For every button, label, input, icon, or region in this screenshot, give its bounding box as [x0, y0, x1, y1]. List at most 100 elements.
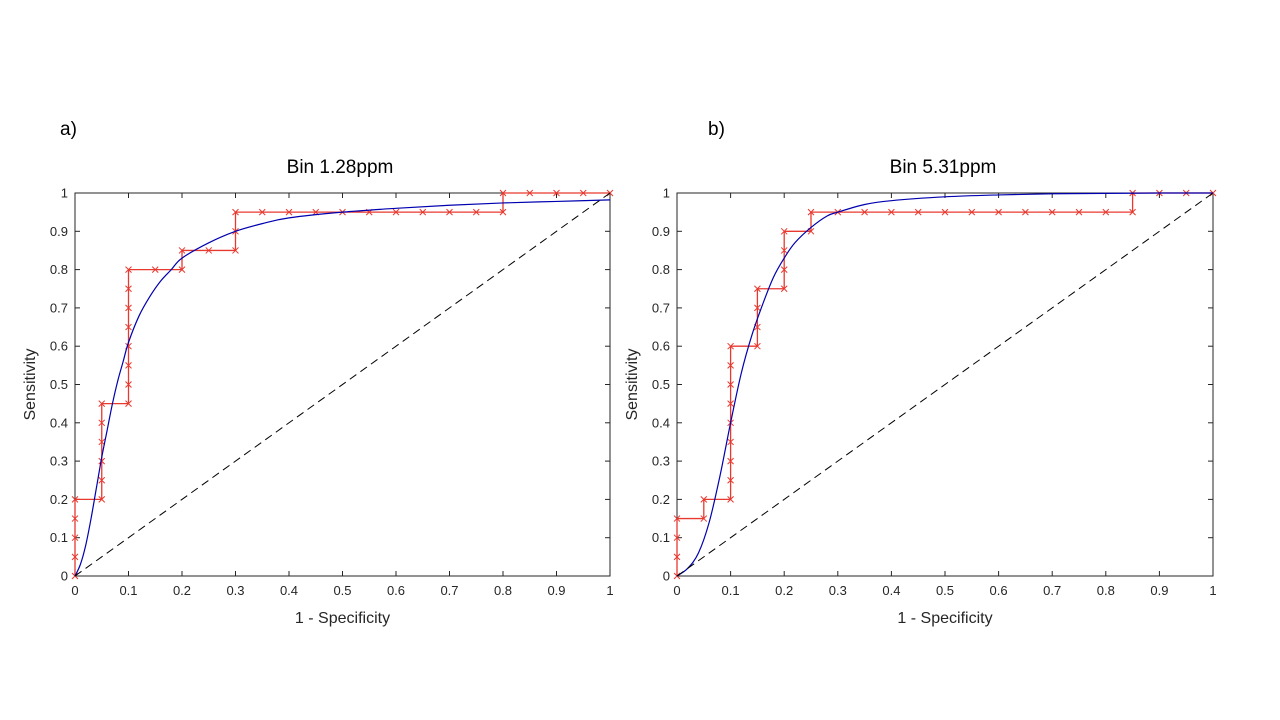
roc-point-marker [125, 285, 132, 293]
y-tick-label: 0.4 [50, 415, 68, 430]
x-tick-label: 1 [606, 583, 613, 598]
roc-point-marker [700, 515, 708, 522]
chart-1: 0 0.1 0.2 0.3 0.4 0.5 0.6 0.7 0.8 0.9 1 0 0.1 0.2 0.3 0… [624, 186, 1217, 628]
roc-point-marker [807, 208, 815, 216]
chance-line [74, 192, 611, 577]
x-tick-label: 0.1 [119, 583, 137, 598]
roc-point-marker [1129, 208, 1136, 216]
roc-point-marker [673, 553, 681, 561]
x-tick-label: 0.9 [1150, 583, 1168, 598]
y-tick-label: 1 [663, 186, 670, 201]
y-tick-label: 0.3 [652, 454, 670, 469]
x-axis-label: 1 - Specificity [897, 610, 992, 627]
roc-point-marker [673, 534, 681, 542]
roc-point-marker [499, 189, 507, 197]
roc-point-marker [1102, 208, 1110, 216]
y-tick-label: 0.8 [652, 262, 670, 277]
x-tick-label: 0.4 [280, 583, 298, 598]
x-tick-label: 0 [71, 583, 78, 598]
x-tick-label: 0.8 [1097, 583, 1115, 598]
roc-point-marker [780, 247, 788, 254]
roc-point-marker [178, 266, 186, 273]
roc-point-marker [258, 208, 266, 216]
y-tick-label: 0.4 [652, 415, 670, 430]
roc-point-marker [727, 496, 734, 503]
y-tick-label: 0.8 [50, 262, 68, 277]
x-tick-label: 0.6 [990, 583, 1008, 598]
roc-point-marker [1022, 208, 1029, 216]
y-tick-label: 0.1 [50, 530, 68, 545]
x-tick-label: 0.6 [387, 583, 405, 598]
roc-point-marker [754, 285, 761, 293]
roc-point-marker [754, 342, 761, 350]
roc-point-marker [1048, 208, 1056, 216]
y-tick-label: 0.2 [652, 492, 670, 507]
roc-point-marker [526, 189, 534, 197]
roc-point-marker [968, 208, 976, 216]
roc-point-marker [472, 208, 480, 216]
roc-point-marker [727, 476, 734, 484]
roc-point-marker [125, 400, 132, 408]
roc-point-marker [285, 208, 293, 216]
roc-point-marker [727, 457, 734, 465]
roc-point-marker [71, 534, 79, 542]
y-tick-label: 0.6 [652, 339, 670, 354]
fitted-roc-curve [74, 199, 611, 577]
chance-line [676, 192, 1214, 577]
roc-point-marker [98, 419, 106, 427]
y-tick-label: 0 [61, 569, 68, 584]
y-tick-label: 0.7 [50, 300, 68, 315]
roc-point-marker [780, 227, 788, 235]
roc-point-marker [98, 476, 106, 484]
roc-point-marker [995, 208, 1002, 216]
x-tick-label: 0.9 [547, 583, 565, 598]
y-tick-label: 0.9 [652, 224, 670, 239]
roc-point-marker [727, 438, 734, 446]
roc-point-marker [125, 304, 132, 312]
roc-point-marker [914, 208, 922, 216]
roc-point-marker [888, 208, 895, 216]
x-tick-label: 0 [673, 583, 680, 598]
roc-point-marker [499, 208, 507, 216]
roc-point-marker [71, 553, 79, 561]
roc-point-marker [727, 400, 734, 408]
chart-title-b: Bin 5.31ppm [889, 157, 997, 178]
roc-point-marker [151, 266, 159, 273]
roc-point-marker [579, 189, 587, 197]
x-tick-label: 1 [1209, 583, 1216, 598]
roc-point-marker [232, 208, 239, 216]
x-tick-label: 0.2 [173, 583, 191, 598]
roc-point-marker [780, 266, 788, 273]
y-tick-label: 0.1 [652, 530, 670, 545]
fitted-roc-curve [676, 192, 1214, 577]
y-tick-label: 0.5 [652, 377, 670, 392]
roc-point-marker [98, 496, 106, 503]
roc-point-marker [700, 496, 708, 503]
roc-point-marker [98, 400, 106, 408]
roc-point-marker [125, 266, 132, 273]
y-tick-label: 1 [61, 186, 68, 201]
y-axis-label: Sensitivity [22, 348, 39, 420]
x-tick-label: 0.7 [440, 583, 458, 598]
roc-point-marker [392, 208, 400, 216]
roc-point-marker [125, 361, 132, 369]
roc-point-marker [98, 457, 106, 465]
roc-point-marker [71, 515, 79, 522]
y-tick-label: 0.5 [50, 377, 68, 392]
x-tick-label: 0.3 [226, 583, 244, 598]
roc-point-marker [71, 496, 79, 503]
y-tick-label: 0.7 [652, 300, 670, 315]
y-tick-label: 0 [663, 569, 670, 584]
roc-point-marker [446, 208, 453, 216]
roc-point-marker [553, 189, 560, 197]
roc-point-marker [178, 247, 186, 254]
roc-point-marker [780, 285, 788, 293]
x-tick-label: 0.7 [1043, 583, 1061, 598]
roc-point-marker [727, 381, 734, 388]
x-tick-label: 0.2 [775, 583, 793, 598]
roc-point-marker [861, 208, 868, 216]
roc-point-marker [1075, 208, 1083, 216]
roc-point-marker [754, 304, 761, 312]
chart-0: 0 0.1 0.2 0.3 0.4 0.5 0.6 0.7 0.8 0.9 1 0 0.1 0.2 0.3 0… [22, 186, 614, 628]
